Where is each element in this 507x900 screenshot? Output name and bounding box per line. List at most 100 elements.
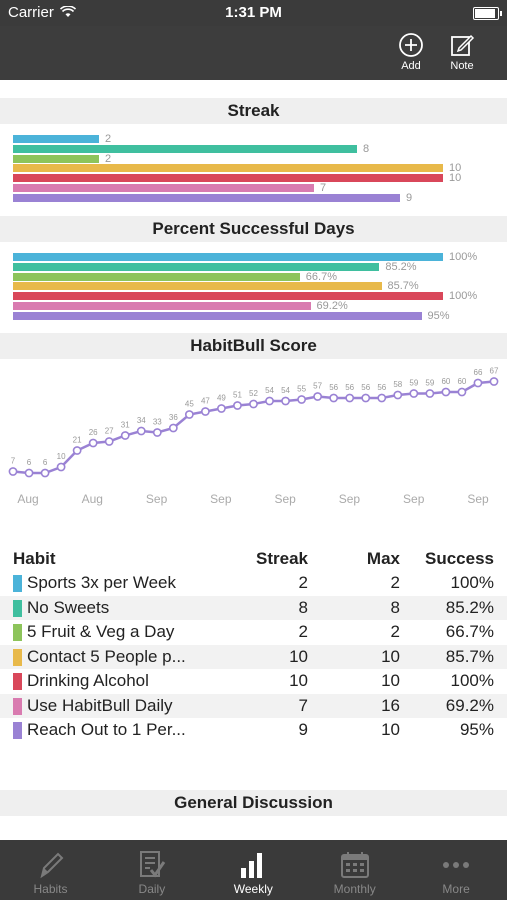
habit-max: 10 <box>381 646 400 666</box>
score-point <box>313 392 323 401</box>
habit-success: 100% <box>450 671 494 690</box>
habit-success: 66.7% <box>445 622 494 641</box>
table-row[interactable]: 5 Fruit & Veg a Day 2 2 66.7% <box>0 620 507 644</box>
score-point-label: 56 <box>377 383 386 392</box>
habit-success: 100% <box>450 573 494 592</box>
x-tick-label: Sep <box>274 492 296 506</box>
score-point-label: 45 <box>185 400 194 409</box>
score-point <box>441 387 451 397</box>
habit-streak: 7 <box>298 695 308 715</box>
score-point-label: 49 <box>217 394 226 403</box>
score-point-label: 27 <box>105 427 114 436</box>
score-point <box>409 389 419 398</box>
tab-label: Habits <box>33 882 68 896</box>
streak-bar-label: 2 <box>105 152 112 165</box>
habit-streak: 2 <box>298 573 308 592</box>
tab-habits[interactable]: Habits <box>0 840 101 900</box>
percent-bar <box>13 272 300 281</box>
score-point <box>88 438 98 448</box>
habit-streak: 10 <box>289 646 308 666</box>
streak-bar <box>13 154 99 163</box>
note-label: Note <box>450 60 474 72</box>
percent-bar <box>13 262 380 271</box>
add-button[interactable]: Add <box>391 32 431 72</box>
percent-bar <box>13 282 382 291</box>
habit-max: 2 <box>390 573 400 592</box>
tab-weekly[interactable]: Weekly <box>203 840 304 900</box>
percent-bar-label: 100% <box>449 251 478 263</box>
bar-chart-icon <box>241 853 263 878</box>
tab-label: Weekly <box>233 882 273 896</box>
tab-label: Monthly <box>333 882 376 896</box>
x-tick-label: Sep <box>146 492 168 506</box>
carrier-label: Carrier <box>8 4 54 21</box>
score-point <box>281 396 290 406</box>
score-point <box>168 423 178 433</box>
x-tick-label: Sep <box>339 492 361 506</box>
table-row[interactable]: Drinking Alcohol 10 10 100% <box>0 669 507 693</box>
battery-icon <box>473 7 502 20</box>
habit-max: 10 <box>381 720 400 739</box>
score-point-label: 56 <box>361 383 370 392</box>
score-point-label: 31 <box>121 421 130 430</box>
percent-chart: 100% 85.2% 66.7% 85.7% 100% 69.2% 95% <box>0 251 507 325</box>
note-button[interactable]: Note <box>442 32 482 72</box>
habit-column-header: Habit <box>13 549 56 568</box>
tab-daily[interactable]: Daily <box>101 840 202 900</box>
score-point <box>233 401 242 410</box>
streak-bar <box>13 184 314 192</box>
table-row[interactable]: Use HabitBull Daily 7 16 69.2% <box>0 693 507 718</box>
percent-bar-label: 85.7% <box>387 280 419 293</box>
tab-label: More <box>442 882 470 896</box>
streak-bar <box>13 144 357 153</box>
score-point-label: 51 <box>233 391 242 400</box>
score-point <box>329 393 339 403</box>
streak-bar-label: 2 <box>105 133 112 145</box>
percent-bar <box>13 292 443 301</box>
score-point <box>425 389 435 398</box>
x-tick-label: Aug <box>82 492 103 506</box>
habit-color-swatch <box>13 575 22 592</box>
x-tick-label: Sep <box>210 492 232 506</box>
table-row[interactable]: Contact 5 People p... 10 10 85.7% <box>0 644 507 669</box>
tab-more[interactable]: More <box>406 840 507 900</box>
streak-bar-label: 10 <box>449 162 462 175</box>
score-point-label: 60 <box>441 377 450 386</box>
score-point-label: 54 <box>265 386 274 395</box>
score-point <box>473 378 483 388</box>
habit-color-swatch <box>13 697 22 715</box>
percent-bar-label: 100% <box>449 290 478 303</box>
score-point-label: 58 <box>393 380 402 389</box>
streak-bar-label: 8 <box>363 142 370 155</box>
score-point <box>24 468 34 478</box>
table-row[interactable]: Sports 3x per Week 2 2 100% <box>0 571 507 595</box>
habit-color-swatch <box>13 624 22 641</box>
habit-max: 2 <box>390 622 400 641</box>
score-point <box>184 410 194 419</box>
x-tick-label: Sep <box>403 492 425 506</box>
table-row[interactable]: No Sweets 8 8 85.2% <box>0 595 507 620</box>
table-row[interactable]: Reach Out to 1 Per... 9 10 95% <box>0 718 507 742</box>
habit-name: No Sweets <box>27 597 110 617</box>
max-column-header: Max <box>366 549 400 568</box>
score-point-label: 6 <box>27 458 32 467</box>
habit-name: Reach Out to 1 Per... <box>27 720 186 739</box>
streak-column-header: Streak <box>256 549 308 568</box>
score-point-label: 54 <box>281 386 290 395</box>
tab-monthly[interactable]: Monthly <box>304 840 405 900</box>
score-point-label: 47 <box>201 397 210 406</box>
wifi-icon <box>60 6 76 17</box>
score-point-label: 6 <box>43 458 48 467</box>
tab-bar: Habits Daily Weekly Monthly More <box>0 840 507 900</box>
streak-bar <box>13 164 443 173</box>
score-point <box>56 462 66 472</box>
score-header: HabitBull Score <box>0 333 507 359</box>
calendar-icon <box>340 852 369 878</box>
score-point-label: 33 <box>153 418 162 427</box>
pencil-icon <box>39 852 63 879</box>
score-point <box>200 407 210 416</box>
discussion-header[interactable]: General Discussion <box>0 790 507 816</box>
score-point <box>361 393 371 403</box>
score-point-label: 36 <box>169 413 178 422</box>
